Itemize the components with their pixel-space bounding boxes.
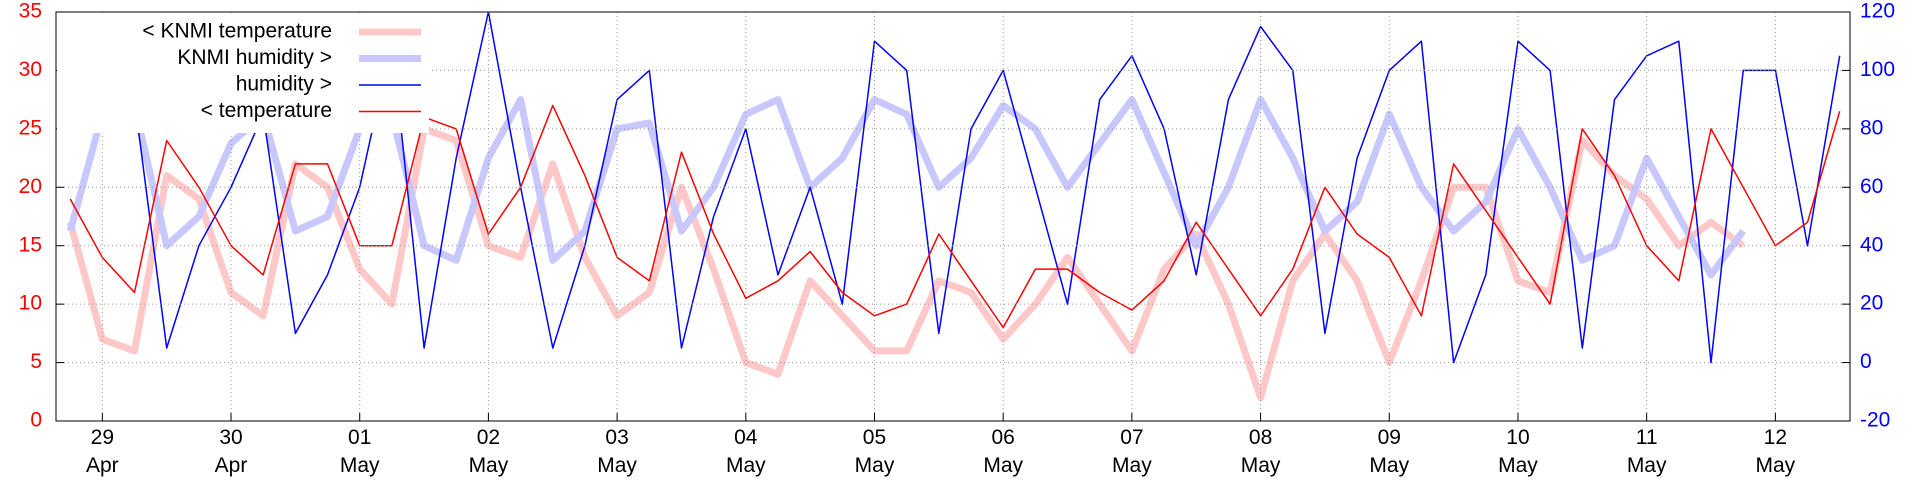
y-tick-label: 0 bbox=[30, 409, 42, 432]
x-tick-label: 01 May bbox=[339, 426, 380, 477]
x-tick-label: 09 May bbox=[1369, 426, 1410, 477]
y2-tick-label: 120 bbox=[1860, 0, 1895, 23]
series-line bbox=[69, 104, 1841, 329]
series-line bbox=[66, 96, 1747, 279]
x-tick-label: 06 May bbox=[983, 426, 1024, 477]
x-tick-label: 05 May bbox=[854, 426, 895, 477]
x-tick-label: 30 Apr bbox=[214, 426, 248, 477]
legend: < KNMI temperature KNMI humidity > humidit… bbox=[57, 13, 429, 133]
plot-frame bbox=[55, 11, 1851, 422]
y-tick-label: 5 bbox=[30, 350, 42, 373]
series-line bbox=[66, 125, 1746, 402]
y-tick-label: 20 bbox=[19, 175, 42, 198]
legend-label: < temperature bbox=[201, 99, 332, 122]
y2-tick-label: 40 bbox=[1860, 233, 1883, 256]
y2-tick-label: 60 bbox=[1860, 175, 1883, 198]
y2-tick-label: 20 bbox=[1860, 292, 1883, 315]
y-tick-label: 35 bbox=[19, 0, 42, 23]
x-tick-label: 03 May bbox=[597, 426, 637, 477]
y2-tick-label: -20 bbox=[1860, 409, 1890, 432]
y2-tick-label: 100 bbox=[1860, 58, 1895, 81]
x-tick-label: 02 May bbox=[468, 426, 509, 477]
y-tick-label: 10 bbox=[19, 292, 42, 315]
legend-label: < KNMI temperature bbox=[142, 20, 332, 43]
x-tick-label: 11 May bbox=[1626, 426, 1667, 477]
x-tick-label: 04 May bbox=[725, 426, 766, 477]
x-tick-label: 29 Apr bbox=[85, 426, 119, 477]
x-tick-label: 10 May bbox=[1498, 426, 1538, 477]
legend-label: KNMI humidity > bbox=[177, 46, 332, 69]
y2-tick-label: 0 bbox=[1860, 350, 1872, 373]
x-tick-label: 07 May bbox=[1112, 426, 1152, 477]
y-tick-label: 15 bbox=[19, 233, 42, 256]
series-line bbox=[69, 12, 1841, 364]
y-tick-label: 25 bbox=[19, 116, 42, 139]
y-tick-label: 30 bbox=[19, 58, 42, 81]
x-tick-label: 08 May bbox=[1240, 426, 1281, 477]
x-tick-label: 12 May bbox=[1755, 426, 1796, 477]
y2-tick-label: 80 bbox=[1860, 116, 1883, 139]
legend-label: humidity > bbox=[236, 73, 332, 96]
